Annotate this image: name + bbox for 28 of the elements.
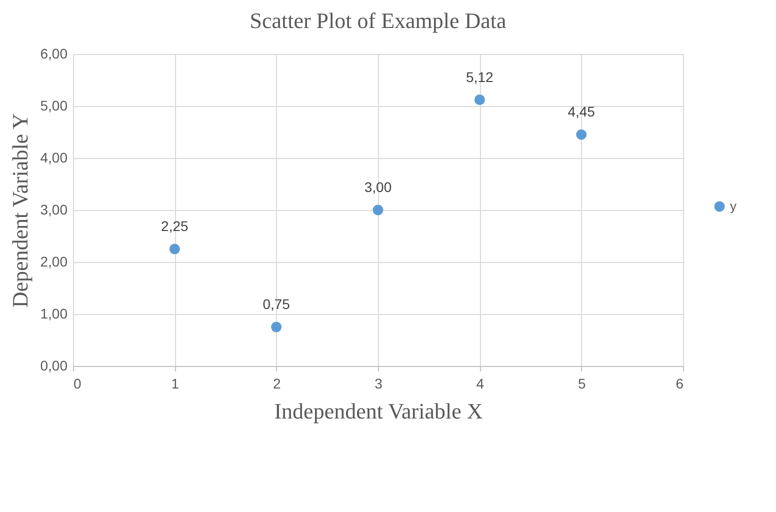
x-tick-label: 3 — [374, 376, 383, 392]
x-tick-label: 0 — [74, 376, 82, 392]
y-tick-label: 2,00 — [40, 254, 68, 270]
y-tick-label: 6,00 — [40, 46, 68, 62]
point — [576, 129, 587, 140]
point — [474, 94, 485, 105]
x-axis-title: Independent Variable X — [274, 398, 483, 424]
y-axis-title: Dependent Variable Y — [7, 113, 32, 308]
chart-title: Scatter Plot of Example Data — [250, 8, 507, 33]
y-tick-label: 1,00 — [40, 306, 68, 322]
data-label: 0,75 — [262, 296, 290, 312]
y-tick-label: 4,00 — [40, 150, 68, 166]
data-label: 2,25 — [161, 218, 189, 234]
data-label: 3,00 — [364, 179, 392, 195]
x-tick-label: 4 — [476, 376, 484, 392]
point — [169, 244, 180, 254]
x-tick-label: 2 — [272, 376, 281, 392]
data-label: 5,12 — [466, 68, 494, 85]
x-tick-label: 5 — [578, 376, 586, 392]
y-tick-label: 5,00 — [40, 98, 68, 114]
x-tick-label: 6 — [676, 376, 684, 392]
legend-label: y — [730, 198, 737, 214]
point — [372, 204, 384, 216]
point — [271, 322, 282, 332]
y-tick-label: 3,00 — [40, 202, 68, 218]
y-tick-label: 0,00 — [40, 358, 68, 374]
x-tick-label: 1 — [171, 376, 180, 392]
data-label: 4,45 — [568, 104, 596, 120]
